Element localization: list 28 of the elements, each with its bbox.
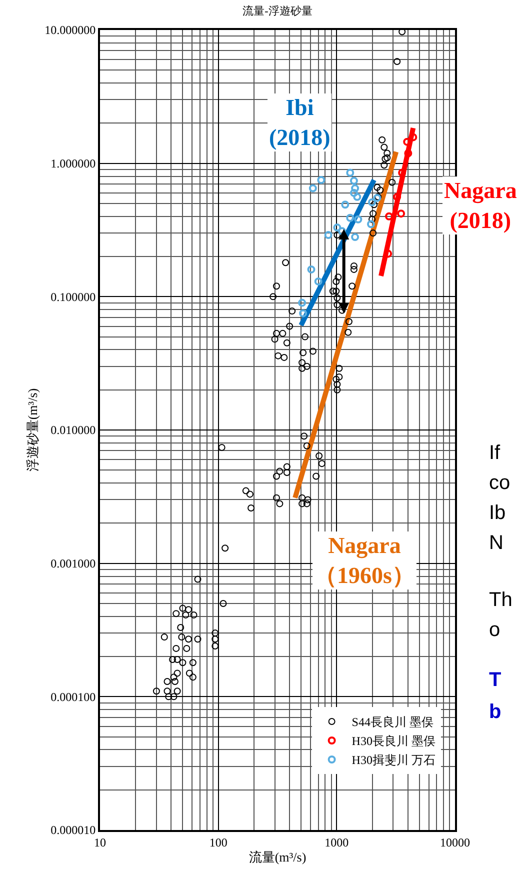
legend-label: H30長良川 墨俣 bbox=[352, 734, 436, 748]
text: co bbox=[489, 472, 510, 494]
y-tick-label: 1.000000 bbox=[50, 156, 96, 171]
y-tick-label: 0.100000 bbox=[50, 290, 96, 304]
x-tick-label: 10 bbox=[94, 835, 106, 850]
y-tick-label: 10.000000 bbox=[44, 23, 96, 38]
text: Ib bbox=[489, 502, 506, 524]
x-tick-label: 1000 bbox=[324, 835, 349, 850]
y-tick-label: 0.000010 bbox=[50, 823, 96, 838]
y-tick-label: 0.001000 bbox=[50, 556, 96, 571]
text: T bbox=[489, 669, 502, 691]
text: N bbox=[489, 532, 504, 554]
text: o bbox=[489, 619, 500, 641]
text: b bbox=[489, 701, 502, 723]
annotation: Ibi (2018) bbox=[269, 95, 330, 150]
text: Th bbox=[489, 589, 512, 611]
legend-label: S44長良川 墨俣 bbox=[352, 715, 434, 730]
annotation: Nagara (2018) bbox=[444, 178, 518, 233]
annotation: Nagara （1960s） bbox=[314, 533, 415, 588]
y-tick-label: 0.010000 bbox=[50, 423, 96, 438]
y-tick-label: 0.000100 bbox=[50, 690, 96, 704]
x-tick-label: 100 bbox=[209, 835, 228, 850]
x-axis-title: 流量(m³/s) bbox=[248, 850, 306, 864]
y-axis-title: 浮遊砂量(m³/s) bbox=[25, 388, 40, 472]
text: If bbox=[489, 442, 501, 464]
x-tick-label: 10000 bbox=[440, 835, 470, 850]
legend-label: H30揖斐川 万石 bbox=[352, 753, 436, 768]
chart-title: 流量-浮遊砂量 bbox=[242, 4, 312, 18]
